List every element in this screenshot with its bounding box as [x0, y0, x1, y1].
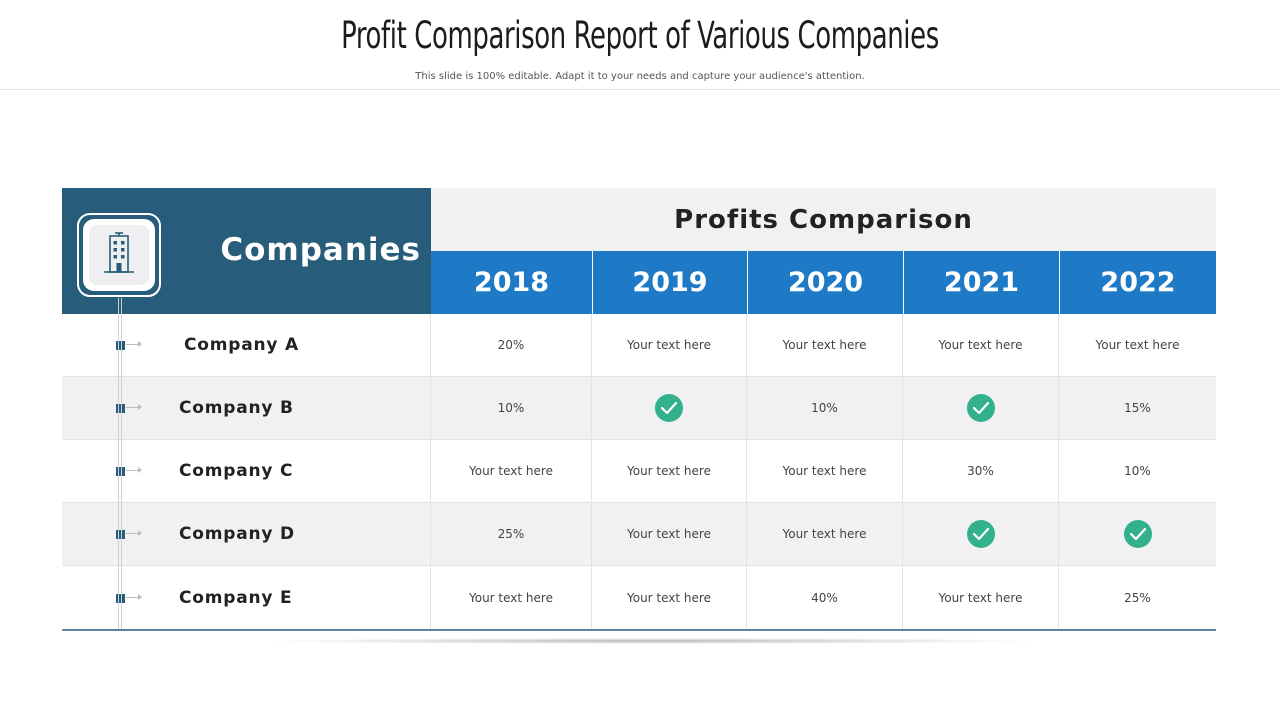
company-cell: Company D — [62, 503, 431, 565]
table-cell: 15% — [1124, 401, 1151, 415]
table-cell: Your text here — [1095, 338, 1180, 352]
check-cell — [903, 377, 1059, 439]
check-icon — [655, 394, 683, 422]
table-shadow — [260, 638, 1040, 644]
company-name: Company A — [184, 335, 299, 355]
slide-subtitle: This slide is 100% editable. Adapt it to… — [415, 71, 865, 82]
table-cell: 40% — [747, 566, 903, 629]
company-name: Company C — [179, 461, 294, 481]
companies-header-panel: Companies — [62, 188, 431, 314]
table-row: Company C Your text here Your text here You… — [62, 440, 1216, 503]
year-header-2019: 2019 — [592, 251, 747, 314]
table-cell: 25% — [1124, 590, 1151, 605]
table-cell: 25% — [431, 503, 592, 565]
slide-title: Profit Comparison Report of Various Comp… — [341, 14, 939, 57]
timeline-node — [116, 467, 125, 476]
company-name: Company E — [179, 587, 293, 608]
timeline-node — [116, 404, 125, 413]
arrow-icon — [126, 530, 142, 536]
company-cell: Company C — [62, 440, 431, 502]
table-cell: Your text here — [903, 566, 1059, 629]
table-cell: Your text here — [592, 566, 747, 629]
years-header-row: 2018 2019 2020 2021 2022 — [431, 251, 1216, 314]
timeline-node — [116, 341, 125, 350]
table-cell: Your text here — [592, 440, 747, 502]
arrow-icon — [126, 341, 142, 347]
table-cell: Your text here — [747, 314, 903, 376]
table-cell: Your text here — [903, 314, 1059, 376]
table-cell: 10% — [431, 377, 592, 439]
table-row: Company B 10% 10% 15% — [62, 377, 1216, 440]
profits-comparison-header: Profits Comparison — [431, 188, 1216, 251]
table-cell: 30% — [903, 440, 1059, 502]
table-cell: Your text here — [592, 314, 747, 376]
table-row: Company E Your text here Your text here 40%… — [62, 566, 1216, 629]
table-cell: Your text here — [431, 566, 592, 629]
year-header-2021: 2021 — [903, 251, 1059, 314]
table-cell: 10% — [747, 377, 903, 439]
check-icon — [1123, 520, 1152, 548]
check-cell — [1059, 503, 1216, 565]
timeline-node — [116, 530, 125, 539]
table-row: Company D 25% Your text here Your text here — [62, 503, 1216, 566]
building-icon — [102, 232, 136, 278]
icon-frame — [77, 213, 161, 297]
company-name: Company D — [179, 524, 295, 544]
timeline-node — [116, 593, 125, 603]
header-divider — [0, 89, 1280, 90]
year-header-2020: 2020 — [747, 251, 903, 314]
arrow-icon — [126, 467, 142, 473]
table-cell: Your text here — [747, 503, 903, 565]
check-icon — [966, 520, 995, 548]
table-bottom-rule — [62, 629, 1216, 631]
year-header-2022: 2022 — [1059, 251, 1216, 314]
table-cell: Your text here — [592, 503, 747, 565]
table-row: Company A 20% Your text here Your text here… — [62, 314, 1216, 377]
arrow-icon — [126, 593, 142, 600]
company-cell: Company B — [62, 377, 431, 439]
company-name: Company B — [179, 398, 294, 418]
arrow-icon — [126, 404, 142, 410]
check-icon — [966, 394, 995, 422]
table-cell: Your text here — [431, 440, 592, 502]
table-cell: 20% — [431, 314, 592, 376]
companies-label: Companies — [220, 232, 421, 268]
table-cell: Your text here — [747, 440, 903, 502]
table-body: Company A 20% Your text here Your text here… — [62, 314, 1216, 629]
check-cell — [592, 377, 747, 439]
company-cell: Company A — [62, 314, 431, 376]
table-cell: 10% — [1124, 464, 1151, 478]
timeline-line — [118, 298, 122, 629]
check-cell — [903, 503, 1059, 565]
company-cell: Company E — [62, 566, 431, 629]
year-header-2018: 2018 — [431, 251, 592, 314]
